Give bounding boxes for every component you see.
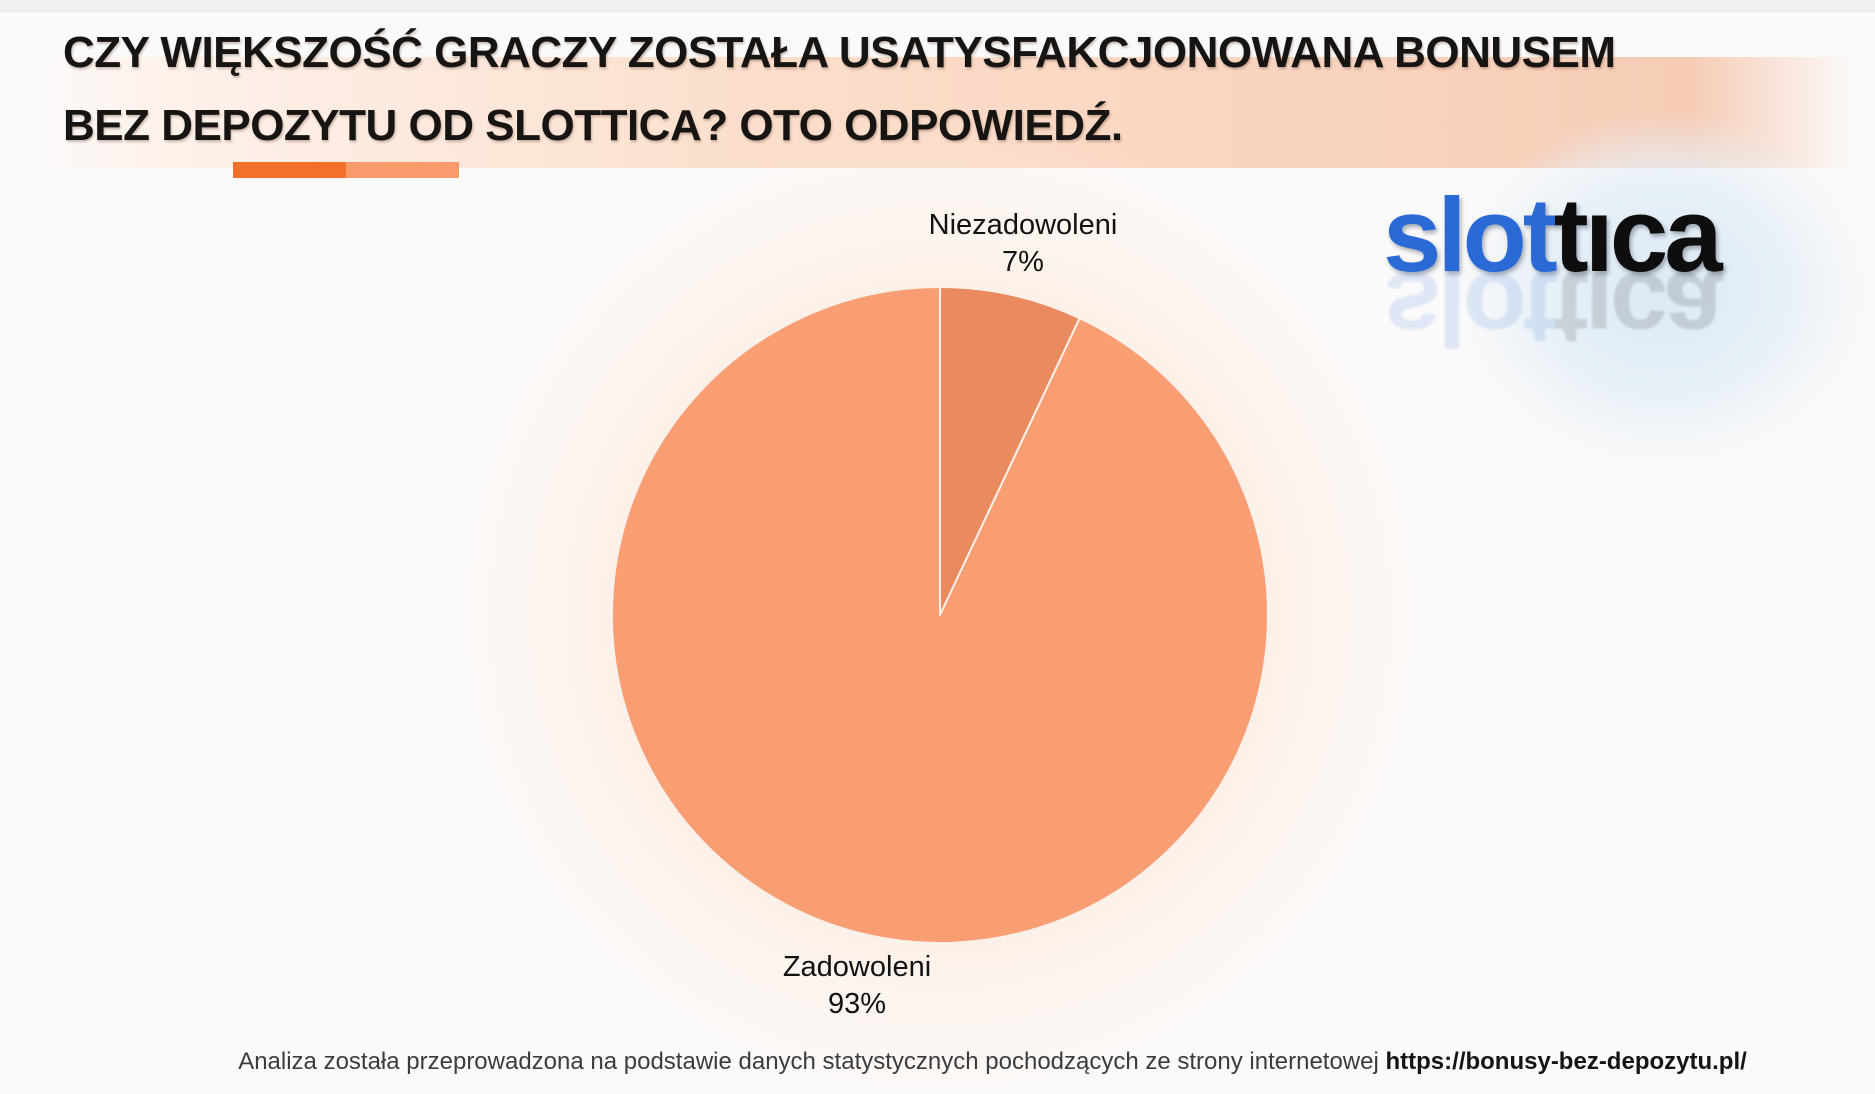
slottica-logo-reflection: slottıca [1383,250,1719,367]
footer-link: https://bonusy-bez-depozytu.pl/ [1385,1048,1747,1075]
slottica-logo: slottıca slottıca [1383,183,1843,367]
logo-part-slot: slot [1383,177,1558,294]
top-strip [0,0,1875,13]
slottica-logo-text: slottıca [1383,183,1843,288]
pie-chart [612,287,1268,943]
logo-glow [1435,110,1875,510]
page-title-line1: CZY WIĘKSZOŚĆ GRACZY ZOSTAŁA USATYSFAKCJ… [63,28,1616,77]
pie-slice-label-zadowoleni: Zadowoleni 93% [782,951,932,1021]
pie-slice-zadowoleni [612,287,1268,943]
footer-note: Analiza została przeprowadzona na podsta… [110,1046,1875,1078]
title-accent-bars [233,162,459,178]
footer-text: Analiza została przeprowadzona na podsta… [238,1048,1379,1075]
accent-bar-light [346,162,459,178]
pie-slice-label-niezadowoleni: Niezadowoleni 7% [928,208,1118,278]
pie-slice-niezadowoleni [939,287,1081,616]
accent-bar-dark [233,162,346,178]
page-title-line2: BEZ DEPOZYTU OD SLOTTICA? OTO ODPOWIEDŹ. [63,101,1123,150]
page-title: CZY WIĘKSZOŚĆ GRACZY ZOSTAŁA USATYSFAKCJ… [63,16,1763,162]
logo-part-tica: tıca [1553,177,1723,294]
